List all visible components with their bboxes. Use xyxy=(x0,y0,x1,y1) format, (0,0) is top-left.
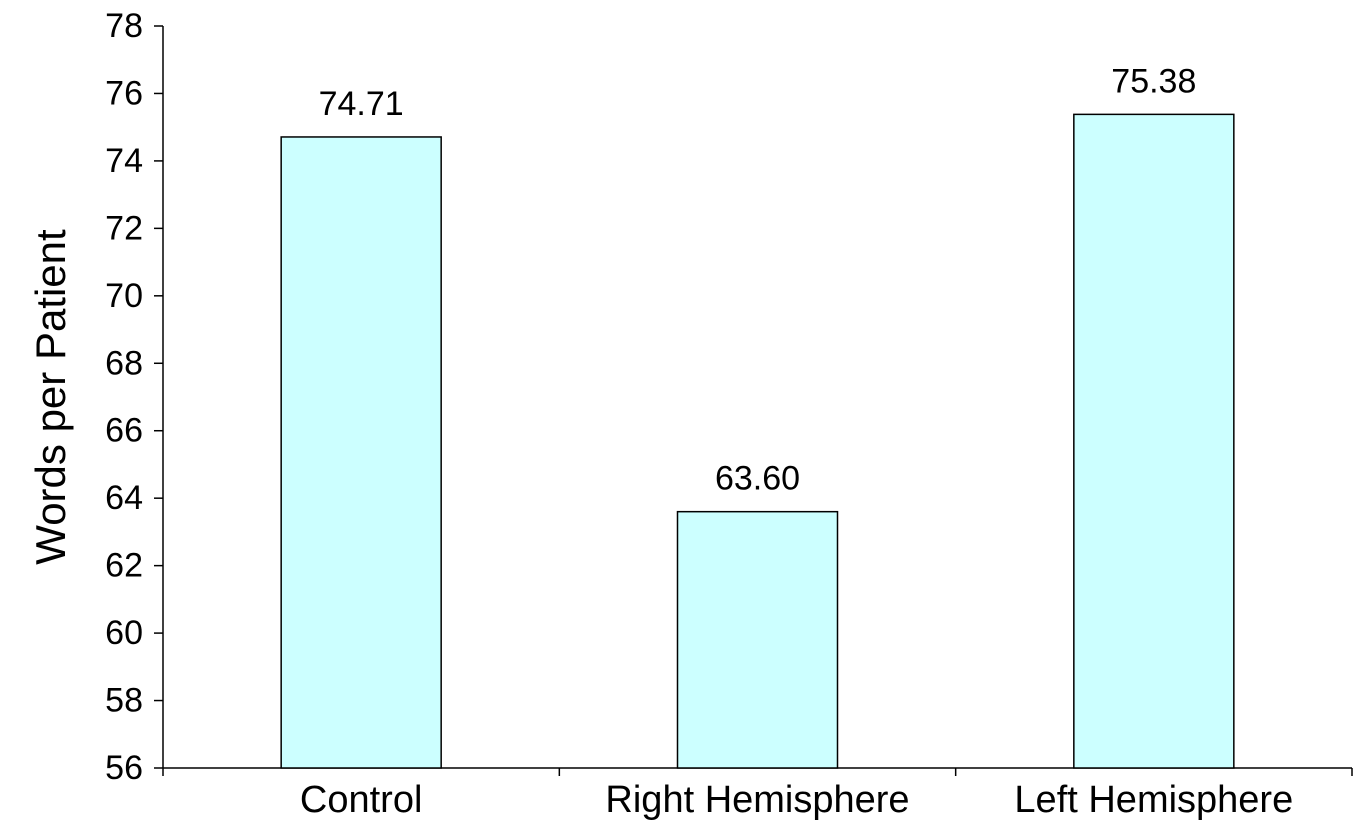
y-tick-label: 76 xyxy=(105,74,143,112)
y-tick-label: 72 xyxy=(105,209,143,247)
bar xyxy=(280,136,442,769)
data-label: 63.60 xyxy=(715,460,800,498)
y-tick-label: 78 xyxy=(105,7,143,45)
bars xyxy=(280,113,1235,769)
x-tick-label: Right Hemisphere xyxy=(605,779,909,821)
y-tick-label: 66 xyxy=(105,412,143,450)
data-label: 75.38 xyxy=(1111,62,1196,100)
y-tick-label: 62 xyxy=(105,547,143,585)
bar xyxy=(676,510,839,769)
axes: 56 58 60 62 64 66 68 70 72 74 76 78 Control Right Hem… xyxy=(105,7,1353,821)
x-tick-label: Control xyxy=(300,779,423,821)
x-tick-label: Left Hemisphere xyxy=(1014,779,1293,821)
y-tick-label: 56 xyxy=(105,749,143,787)
data-label: 74.71 xyxy=(319,85,404,123)
y-tick-label: 60 xyxy=(105,614,143,652)
data-labels: 74.71 63.60 75.38 xyxy=(319,62,1197,497)
y-axis-title: Words per Patient xyxy=(27,229,74,565)
bar xyxy=(1073,113,1235,769)
y-axis-title-group: Words per Patient xyxy=(27,229,74,565)
y-tick-label: 70 xyxy=(105,277,143,315)
y-tick-label: 74 xyxy=(105,142,143,180)
y-tick-label: 64 xyxy=(105,479,143,517)
y-tick-label: 68 xyxy=(105,344,143,382)
y-tick-label: 58 xyxy=(105,682,143,720)
